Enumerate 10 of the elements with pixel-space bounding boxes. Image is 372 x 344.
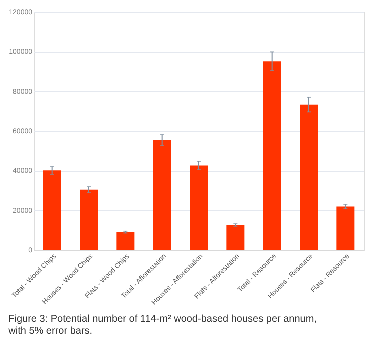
caption: Figure 3: Potential number of 114-m² wood-based houses per annum, with 5% error bars.: [8, 314, 317, 337]
bar: [116, 232, 135, 250]
bar: [80, 190, 98, 250]
bar: [300, 104, 318, 250]
bar: [263, 62, 282, 250]
bar: [226, 225, 245, 250]
bar: [43, 170, 62, 250]
bar: [190, 166, 208, 250]
bar: [336, 206, 355, 250]
bar: [153, 140, 172, 250]
